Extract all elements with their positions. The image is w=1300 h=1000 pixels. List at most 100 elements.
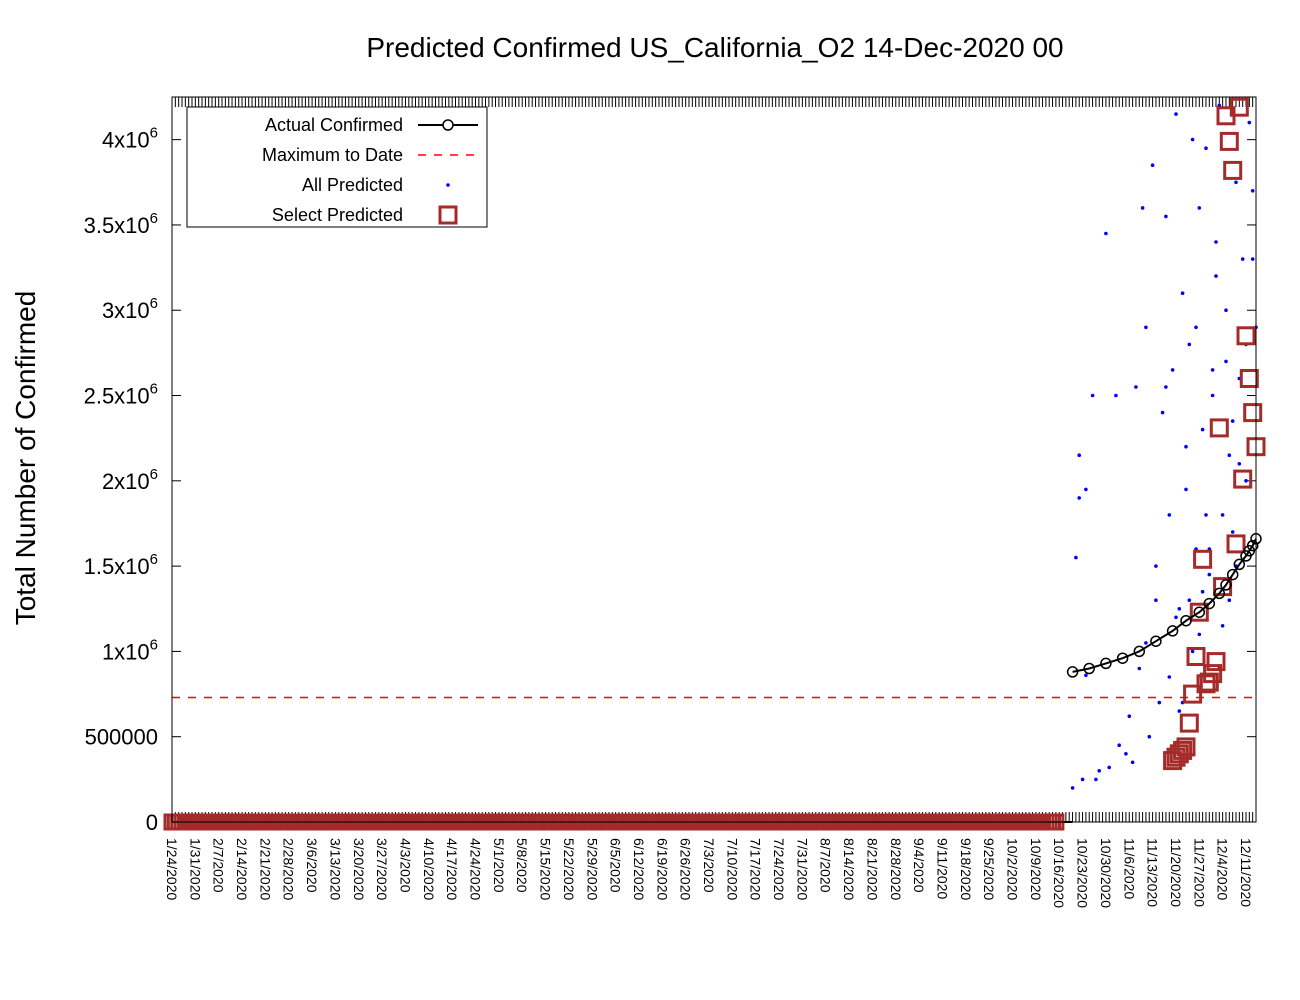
all-predicted-point xyxy=(1190,137,1195,142)
all-predicted-point xyxy=(1097,769,1101,773)
all-predicted-point xyxy=(1104,231,1108,236)
x-tick-label: 10/9/2020 xyxy=(1028,838,1044,900)
x-tick-label: 6/5/2020 xyxy=(608,838,624,893)
legend-label-actual: Actual Confirmed xyxy=(265,115,403,135)
all-predicted-point xyxy=(1214,274,1218,278)
actual-confirmed-point xyxy=(1083,662,1095,675)
all-predicted-point xyxy=(1237,462,1242,466)
y-tick-label: 500000 xyxy=(85,725,158,750)
x-tick-label: 12/4/2020 xyxy=(1215,838,1231,900)
all-predicted-point xyxy=(1167,675,1172,679)
select-predicted-marker xyxy=(1229,97,1249,117)
all-predicted-point xyxy=(1154,564,1158,568)
y-tick-label: 3x106 xyxy=(102,295,158,323)
select-predicted-marker xyxy=(1226,534,1246,554)
actual-confirmed-point xyxy=(1066,666,1079,678)
legend-label-select-predicted: Select Predicted xyxy=(272,205,403,225)
x-tick-label: 8/21/2020 xyxy=(864,838,880,900)
all-predicted-point xyxy=(1184,487,1188,492)
x-tick-label: 3/13/2020 xyxy=(327,838,343,900)
all-predicted-point xyxy=(1177,709,1182,713)
all-predicted-point xyxy=(1210,368,1215,372)
select-predicted-marker xyxy=(1183,684,1203,704)
y-tick-label: 4x106 xyxy=(102,125,158,153)
all-predicted-point xyxy=(1220,513,1225,517)
x-tick-label: 6/12/2020 xyxy=(631,838,647,900)
actual-confirmed-point xyxy=(1246,539,1259,552)
chart-title: Predicted Confirmed US_California_O2 14-… xyxy=(366,32,1063,63)
all-predicted-point xyxy=(1150,163,1155,167)
actual-confirmed-point xyxy=(1150,635,1162,647)
x-tick-label: 11/6/2020 xyxy=(1121,838,1137,899)
x-tick-label: 5/29/2020 xyxy=(584,838,600,900)
y-tick-label: 3.5x106 xyxy=(84,210,158,238)
y-tick-label: 2.5x106 xyxy=(84,381,158,409)
y-tick-label: 2x106 xyxy=(102,466,158,494)
x-tick-label: 12/11/2020 xyxy=(1238,838,1254,907)
all-predicted-point xyxy=(1080,777,1085,782)
actual-confirmed-point xyxy=(1100,657,1112,670)
x-tick-label: 10/23/2020 xyxy=(1075,838,1091,908)
all-predicted-point xyxy=(1180,291,1185,296)
all-predicted-point xyxy=(1224,308,1228,313)
all-predicted-point xyxy=(1084,487,1088,492)
all-predicted-point xyxy=(1077,496,1081,500)
y-tick-label: 0 xyxy=(146,810,158,835)
all-predicted-point xyxy=(1197,206,1202,210)
all-predicted-point xyxy=(1250,257,1255,261)
x-tick-label: 7/31/2020 xyxy=(794,838,810,900)
all-predicted-point xyxy=(1227,453,1232,458)
x-tick-label: 2/14/2020 xyxy=(234,838,250,900)
actual-confirmed-point xyxy=(1213,587,1226,600)
x-tick-label: 11/20/2020 xyxy=(1168,838,1184,907)
all-predicted-point xyxy=(1134,385,1138,389)
x-tick-labels: 1/24/2020 1/31/2020 2/7/2020 2/14/2020 2/21/… xyxy=(164,838,1254,908)
select-predicted-marker xyxy=(1209,418,1229,438)
x-tick-label: 8/7/2020 xyxy=(818,838,834,893)
all-predicted-point xyxy=(1204,513,1208,517)
actual-confirmed-point xyxy=(1116,652,1129,664)
select-predicted-marker xyxy=(1223,160,1243,180)
all-predicted-point xyxy=(1137,666,1142,671)
x-tick-label: 2/21/2020 xyxy=(257,838,273,900)
x-tick-label: 10/30/2020 xyxy=(1098,838,1114,908)
plot-frame xyxy=(171,96,1257,823)
all-predicted-point xyxy=(1224,359,1228,364)
all-predicted-point xyxy=(1187,598,1192,602)
all-predicted-point xyxy=(1230,530,1235,534)
select-predicted-marker xyxy=(1173,740,1193,760)
x-tick-label: 3/27/2020 xyxy=(374,838,390,900)
x-tick-label: 4/3/2020 xyxy=(398,838,414,893)
y-axis-label: Total Number of Confirmed xyxy=(10,291,41,626)
x-tick-label: 3/6/2020 xyxy=(304,838,320,893)
legend: Actual Confirmed Maximum to Date All Pre… xyxy=(186,106,488,228)
select-predicted-marker xyxy=(1179,713,1199,733)
x-tick-label: 1/31/2020 xyxy=(187,838,203,900)
all-predicted-point xyxy=(1070,786,1075,790)
x-tick-label: 6/26/2020 xyxy=(678,838,694,900)
all-predicted-point xyxy=(1147,734,1152,739)
all-predicted-point xyxy=(1220,624,1225,628)
all-predicted-point xyxy=(1077,453,1081,458)
actual-confirmed-point xyxy=(1226,568,1239,581)
select-predicted-marker xyxy=(1219,131,1239,151)
x-tick-label: 5/22/2020 xyxy=(561,838,577,900)
all-predicted-point xyxy=(1240,257,1245,261)
x-tick-label: 6/19/2020 xyxy=(654,838,670,900)
x-tick-label: 7/24/2020 xyxy=(771,838,787,900)
actual-confirmed-point xyxy=(1203,597,1216,610)
actual-confirmed-point xyxy=(1166,625,1179,637)
all-predicted-point xyxy=(1200,589,1205,594)
all-predicted-point xyxy=(1127,714,1132,718)
actual-confirmed-point xyxy=(1193,606,1206,618)
all-predicted-point xyxy=(1197,632,1202,637)
x-tick-label: 7/17/2020 xyxy=(748,838,764,900)
all-predicted-point xyxy=(1200,427,1205,432)
x-tick-label: 3/20/2020 xyxy=(351,838,367,900)
legend-label-maximum: Maximum to Date xyxy=(262,145,403,165)
all-predicted-point xyxy=(1130,760,1135,765)
x-tick-label: 9/25/2020 xyxy=(981,838,997,900)
x-tick-label: 7/10/2020 xyxy=(724,838,740,900)
all-predicted-point xyxy=(1160,410,1165,415)
